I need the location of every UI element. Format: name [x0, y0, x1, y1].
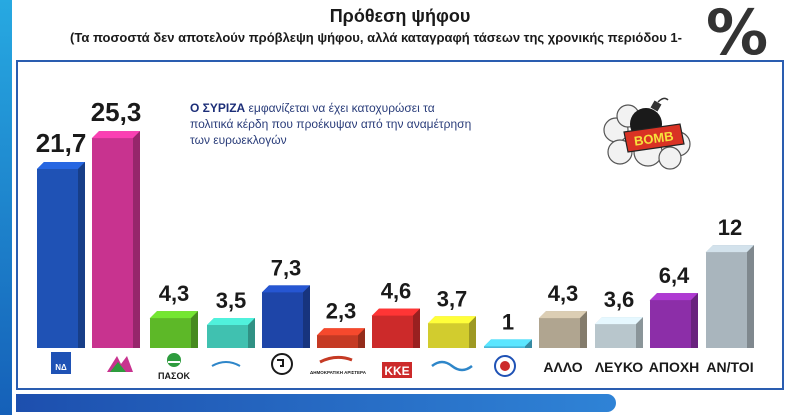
bar-top [150, 311, 198, 319]
value-label: 2,3 [326, 298, 357, 323]
bottom-band [16, 394, 616, 412]
value-label: 6,4 [659, 263, 690, 288]
bar-top [317, 328, 365, 336]
bar-side [747, 245, 754, 348]
bar-side [248, 318, 255, 348]
bar [484, 339, 532, 348]
bar-front [37, 162, 85, 348]
category-label: ΛΕΥΚΟ [595, 359, 643, 375]
bar-front [150, 311, 198, 348]
bar-front [372, 308, 420, 348]
anel-logo-icon [210, 358, 242, 370]
golden-dawn-logo-icon [271, 353, 293, 375]
bar-top [428, 316, 476, 324]
dimar-logo-icon: ΔΗΜΟΚΡΑΤΙΚΗ ΑΡΙΣΤΕΡΑ [310, 355, 367, 375]
annotation-highlight: Ο ΣΥΡΙΖΑ [190, 101, 246, 115]
bar-top [207, 318, 255, 325]
kke-logo-label: ΚΚΕ [384, 364, 409, 378]
chart-title: Πρόθεση ψήφου [329, 6, 471, 26]
value-label: 3,5 [216, 288, 247, 313]
nd-logo-icon: ΝΔ [51, 352, 71, 374]
bar-side [413, 308, 420, 348]
bar [595, 317, 643, 348]
nd-logo-label: ΝΔ [55, 363, 67, 372]
value-label: 25,3 [91, 97, 142, 127]
bar [92, 131, 140, 348]
pasok-logo-label: ΠΑΣΟΚ [158, 371, 190, 381]
bar-top [92, 131, 140, 139]
bar-front [706, 245, 754, 348]
category-labels-group: ΑΛΛΟ ΛΕΥΚΟ ΑΠΟΧΗ ΑΝ/ΤΟΙ [543, 359, 753, 375]
dimar-logo-label: ΔΗΜΟΚΡΑΤΙΚΗ ΑΡΙΣΤΕΡΑ [310, 370, 367, 375]
bar-side [636, 317, 643, 348]
potami-logo-icon [431, 360, 473, 372]
bar-side [580, 311, 587, 348]
bar-top [372, 308, 420, 316]
kke-logo-icon: ΚΚΕ [382, 362, 412, 378]
bar [262, 285, 310, 348]
bar [428, 316, 476, 348]
chart-subtitle: (Τα ποσοστά δεν αποτελούν πρόβλεψη ψήφου… [70, 30, 682, 45]
bomb-icon: BOMB [603, 97, 691, 170]
bar-side [133, 131, 140, 348]
bar-top [650, 293, 698, 301]
bar-front [262, 285, 310, 348]
category-label: ΑΠΟΧΗ [649, 359, 700, 375]
percent-icon: % [706, 0, 769, 69]
bar-top [484, 339, 532, 347]
annotation-text: Ο ΣΥΡΙΖΑ εμφανίζεται να έχει κατοχυρώσει… [190, 100, 480, 148]
value-label: 12 [718, 215, 742, 240]
bar-front [428, 316, 476, 348]
value-label: 7,3 [271, 255, 302, 280]
pasok-logo-icon: ΠΑΣΟΚ [158, 353, 190, 381]
value-label: 1 [502, 309, 514, 334]
bar-side [525, 339, 532, 348]
bar-top [262, 285, 310, 293]
category-label: ΑΛΛΟ [543, 359, 582, 375]
bar-side [78, 162, 85, 348]
bar-front [92, 131, 140, 348]
bar-top [706, 245, 754, 253]
bar-front [650, 293, 698, 348]
bar-top [37, 162, 85, 169]
bar-front [539, 311, 587, 348]
category-label: ΑΝ/ΤΟΙ [706, 359, 753, 375]
annotation-body: εμφανίζεται να έχει κατοχυρώσει τα πολιτ… [190, 101, 472, 147]
bar [706, 245, 754, 348]
value-label: 3,7 [437, 286, 468, 311]
bar-top [539, 311, 587, 319]
bar [150, 311, 198, 348]
bar [539, 311, 587, 348]
left-accent-stripe [0, 0, 12, 415]
value-label: 4,6 [381, 279, 412, 304]
value-label: 21,7 [36, 128, 87, 158]
bars-group [37, 131, 754, 348]
value-label: 3,6 [604, 287, 635, 312]
bar-front [207, 318, 255, 348]
bomb-label: BOMB [633, 128, 674, 148]
syriza-logo-icon [105, 354, 133, 374]
bar-front [595, 317, 643, 348]
value-label: 4,3 [159, 281, 190, 306]
bar [37, 162, 85, 348]
bar-side [691, 293, 698, 348]
laos-logo-icon [494, 355, 516, 377]
bar [317, 328, 365, 348]
header-band [0, 0, 791, 60]
bar [207, 318, 255, 348]
bar-side [303, 285, 310, 348]
bar-side [469, 316, 476, 348]
bar-side [191, 311, 198, 348]
value-label: 4,3 [548, 281, 579, 306]
bar-top [595, 317, 643, 325]
bar-side [358, 328, 365, 348]
value-labels-group: 21,725,3 4,3 3,5 7,3 2,3 4,6 3,7 1 4,3 3,6 6,4 12 [36, 97, 743, 334]
bar [372, 308, 420, 348]
bar [650, 293, 698, 348]
